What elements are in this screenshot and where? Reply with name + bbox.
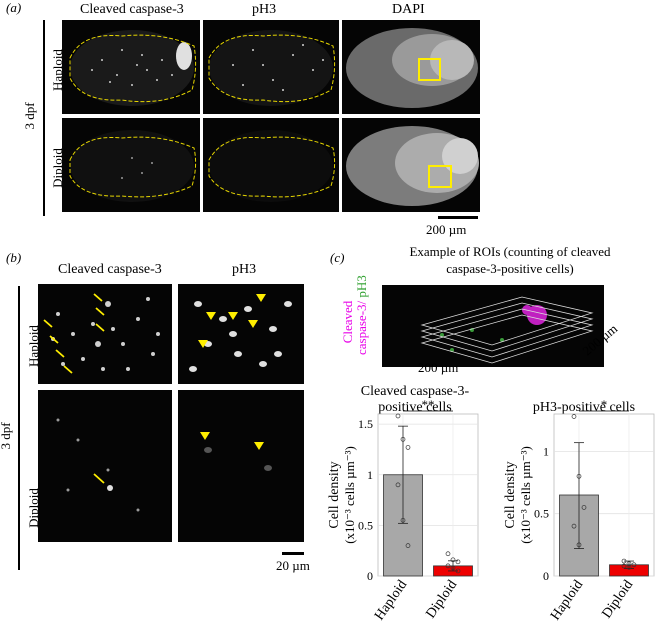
- y-axis-label-line2: (x10⁻³ cells µm⁻³): [518, 446, 533, 544]
- roi-stack-image: [382, 285, 604, 367]
- panel-a-label: (a): [6, 0, 22, 15]
- micrograph-haploid-dapi: [342, 20, 480, 114]
- panel-b-label: (b): [6, 250, 22, 265]
- panel-b-scalebar-label: 20 µm: [276, 558, 310, 573]
- y-tick-label: 0: [543, 569, 549, 583]
- panel-a-scalebar-label: 200 µm: [426, 222, 467, 237]
- data-point: [576, 542, 582, 548]
- panel-a-group-label: 3 dpf: [22, 102, 37, 130]
- data-point: [621, 558, 627, 564]
- panel-a-header-ph3: pH3: [252, 2, 277, 17]
- y-axis-label-line1: Cell density: [503, 461, 518, 528]
- x-tick-label: Haploid: [548, 578, 586, 624]
- y-tick-label: 0.5: [534, 507, 549, 521]
- stack-dim-label-1: 200 µm: [418, 360, 459, 375]
- x-tick-label: Diploid: [423, 578, 460, 622]
- y-axis-label-line1: Cell density: [327, 461, 342, 528]
- panel-a-group-bar: [43, 20, 45, 216]
- panel-a-scalebar: [438, 216, 478, 219]
- y-tick-label: 1: [543, 444, 549, 458]
- panel-a-header-dapi: DAPI: [392, 2, 425, 17]
- panel-c-label: (c): [330, 250, 345, 265]
- data-point: [395, 413, 401, 419]
- data-point: [445, 551, 451, 557]
- data-point: [455, 568, 461, 574]
- data-point: [450, 565, 456, 571]
- chart1-title-line1: Cleaved caspase-3-: [360, 384, 470, 399]
- micrograph-b-diploid-caspase: [38, 390, 172, 542]
- data-point: [405, 543, 411, 548]
- data-point: [576, 473, 582, 479]
- micrograph-haploid-ph3: [203, 20, 339, 114]
- data-point: [571, 523, 577, 529]
- micrograph-diploid-ph3: [203, 118, 339, 212]
- panel-b-group-bar: [18, 286, 20, 570]
- micrograph-b-haploid-ph3: [178, 284, 304, 384]
- stack-label-cleaved: Cleaved: [340, 300, 355, 344]
- y-axis-label-line2: (x10⁻³ cells µm⁻³): [342, 446, 357, 544]
- data-point: [400, 517, 406, 523]
- stack-label-caspase: caspase-3/: [354, 300, 369, 355]
- y-tick-label: 0.5: [358, 518, 373, 532]
- x-tick-label: Diploid: [599, 578, 636, 622]
- data-point: [571, 414, 577, 419]
- data-point: [581, 505, 587, 510]
- data-point: [455, 559, 461, 565]
- data-point: [621, 563, 627, 569]
- y-tick-label: 1.5: [358, 417, 373, 431]
- micrograph-diploid-caspase: [62, 118, 200, 212]
- panel-b-header-caspase: Cleaved caspase-3: [58, 262, 162, 277]
- micrograph-diploid-dapi: [342, 118, 480, 212]
- panel-c-title-line2: caspase-3-positive cells): [446, 261, 574, 276]
- panel-b-group-label: 3 dpf: [0, 422, 13, 449]
- data-point: [395, 482, 401, 488]
- data-point: [626, 564, 632, 570]
- data-point: [405, 445, 411, 450]
- chart-caspase: 0 0.5 1 1.5 Haploid Diploid ** Cell density (x10…: [327, 397, 479, 624]
- significance-mark: **: [422, 397, 435, 412]
- micrograph-b-diploid-ph3: [178, 390, 304, 542]
- data-point: [450, 557, 456, 563]
- data-point: [445, 563, 451, 569]
- data-point: [631, 562, 637, 568]
- panel-c-title-line1: Example of ROIs (counting of cleaved: [409, 244, 611, 259]
- chart-ph3: 0 0.5 1 Haploid Diploid * Cell density (x10⁻³ c…: [503, 397, 655, 624]
- x-tick-label: Haploid: [372, 578, 410, 624]
- y-tick-label: 1: [367, 468, 373, 482]
- panel-b-header-ph3: pH3: [232, 262, 257, 277]
- data-point: [400, 436, 406, 442]
- panel-a-header-caspase: Cleaved caspase-3: [80, 2, 184, 17]
- stack-label-ph3: pH3: [354, 275, 369, 298]
- panel-b-scalebar: [282, 552, 304, 555]
- significance-mark: *: [601, 397, 608, 412]
- micrograph-b-haploid-caspase: [38, 284, 172, 384]
- y-tick-label: 0: [367, 569, 373, 583]
- micrograph-haploid-caspase: [62, 20, 200, 114]
- stack-channel-label: Cleaved caspase-3/ pH3: [340, 275, 369, 355]
